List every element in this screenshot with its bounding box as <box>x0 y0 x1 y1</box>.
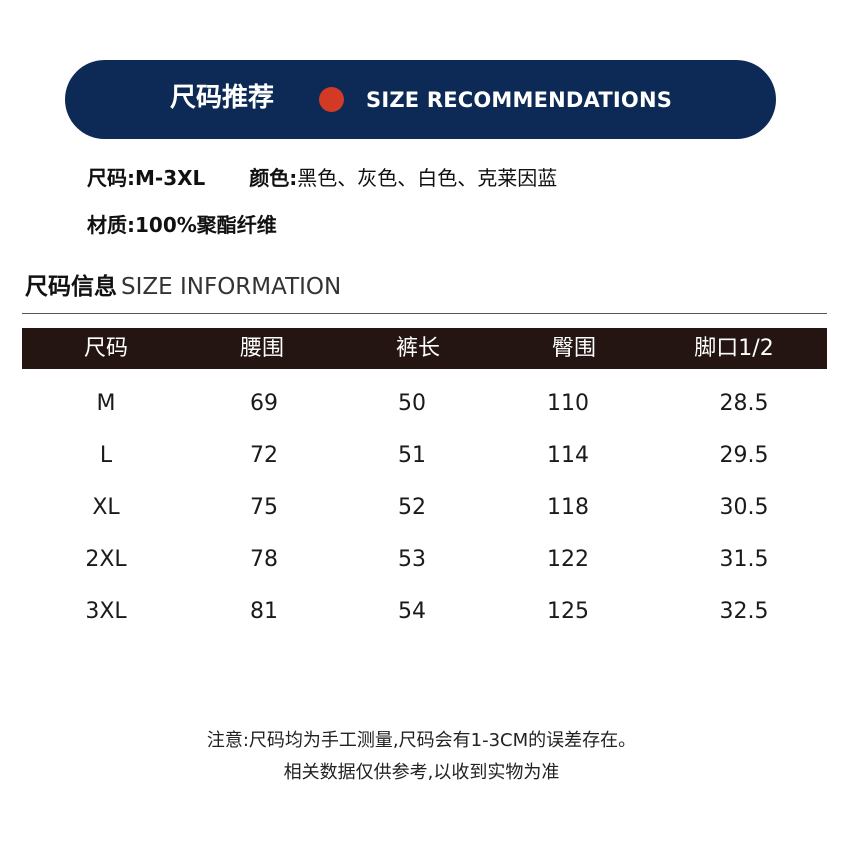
column-header-length: 裤长 <box>395 336 441 361</box>
material-label: 材质: <box>87 213 135 237</box>
cell-hip: 118 <box>547 495 589 520</box>
cell-size: XL <box>92 495 120 520</box>
material-info: 材质:100%聚酯纤维 <box>87 211 277 239</box>
cell-waist: 81 <box>250 599 278 624</box>
column-header-hip: 臀围 <box>551 336 597 361</box>
color-label: 颜色: <box>249 166 298 190</box>
cell-hip: 110 <box>547 391 589 416</box>
cell-size: 3XL <box>85 599 127 624</box>
measurement-note-line-2: 相关数据仅供参考,以收到实物为准 <box>283 762 560 783</box>
cell-hem-half: 31.5 <box>719 547 769 572</box>
cell-hem-half: 29.5 <box>719 443 769 468</box>
measurement-note-line-1: 注意:尺码均为手工测量,尺码会有1-3CM的误差存在。 <box>206 730 637 751</box>
size-color-info: 尺码:M-3XL 颜色:黑色、灰色、白色、克莱因蓝 <box>87 164 557 192</box>
size-information-title-cn: 尺码信息 <box>25 274 117 300</box>
cell-hip: 125 <box>547 599 589 624</box>
cell-length: 54 <box>398 599 426 624</box>
cell-size: 2XL <box>85 547 127 572</box>
table-row: 2XL 78 53 122 31.5 <box>22 540 827 580</box>
size-information-title-en: SIZE INFORMATION <box>121 274 342 300</box>
cell-hip: 114 <box>547 443 589 468</box>
size-recommendations-banner: 尺码推荐 SIZE RECOMMENDATIONS <box>65 60 776 139</box>
material-value: 100%聚酯纤维 <box>135 213 277 237</box>
section-divider <box>22 313 827 314</box>
table-row: 3XL 81 54 125 32.5 <box>22 592 827 632</box>
cell-length: 52 <box>398 495 426 520</box>
column-header-hem-half: 脚口1/2 <box>694 336 774 361</box>
cell-waist: 75 <box>250 495 278 520</box>
column-header-waist: 腰围 <box>239 336 285 361</box>
size-information-title: 尺码信息 SIZE INFORMATION <box>25 271 341 305</box>
cell-waist: 69 <box>250 391 278 416</box>
cell-hip: 122 <box>547 547 589 572</box>
cell-waist: 78 <box>250 547 278 572</box>
red-dot-icon <box>319 87 344 112</box>
cell-hem-half: 32.5 <box>719 599 769 624</box>
cell-length: 51 <box>398 443 426 468</box>
cell-length: 50 <box>398 391 426 416</box>
table-row: M 69 50 110 28.5 <box>22 384 827 424</box>
cell-waist: 72 <box>250 443 278 468</box>
table-row: L 72 51 114 29.5 <box>22 436 827 476</box>
column-header-size: 尺码 <box>83 336 129 361</box>
size-table-header: 尺码 腰围 裤长 臀围 脚口1/2 <box>22 328 827 369</box>
size-label: 尺码: <box>87 166 135 190</box>
cell-size: L <box>99 443 113 468</box>
size-range-value: M-3XL <box>135 166 206 190</box>
banner-title-cn: 尺码推荐 <box>170 83 275 113</box>
table-row: XL 75 52 118 30.5 <box>22 488 827 528</box>
cell-size: M <box>96 391 116 416</box>
cell-hem-half: 30.5 <box>719 495 769 520</box>
banner-title-en: SIZE RECOMMENDATIONS <box>366 88 673 112</box>
cell-hem-half: 28.5 <box>719 391 769 416</box>
color-options-value: 黑色、灰色、白色、克莱因蓝 <box>297 166 558 190</box>
cell-length: 53 <box>398 547 426 572</box>
